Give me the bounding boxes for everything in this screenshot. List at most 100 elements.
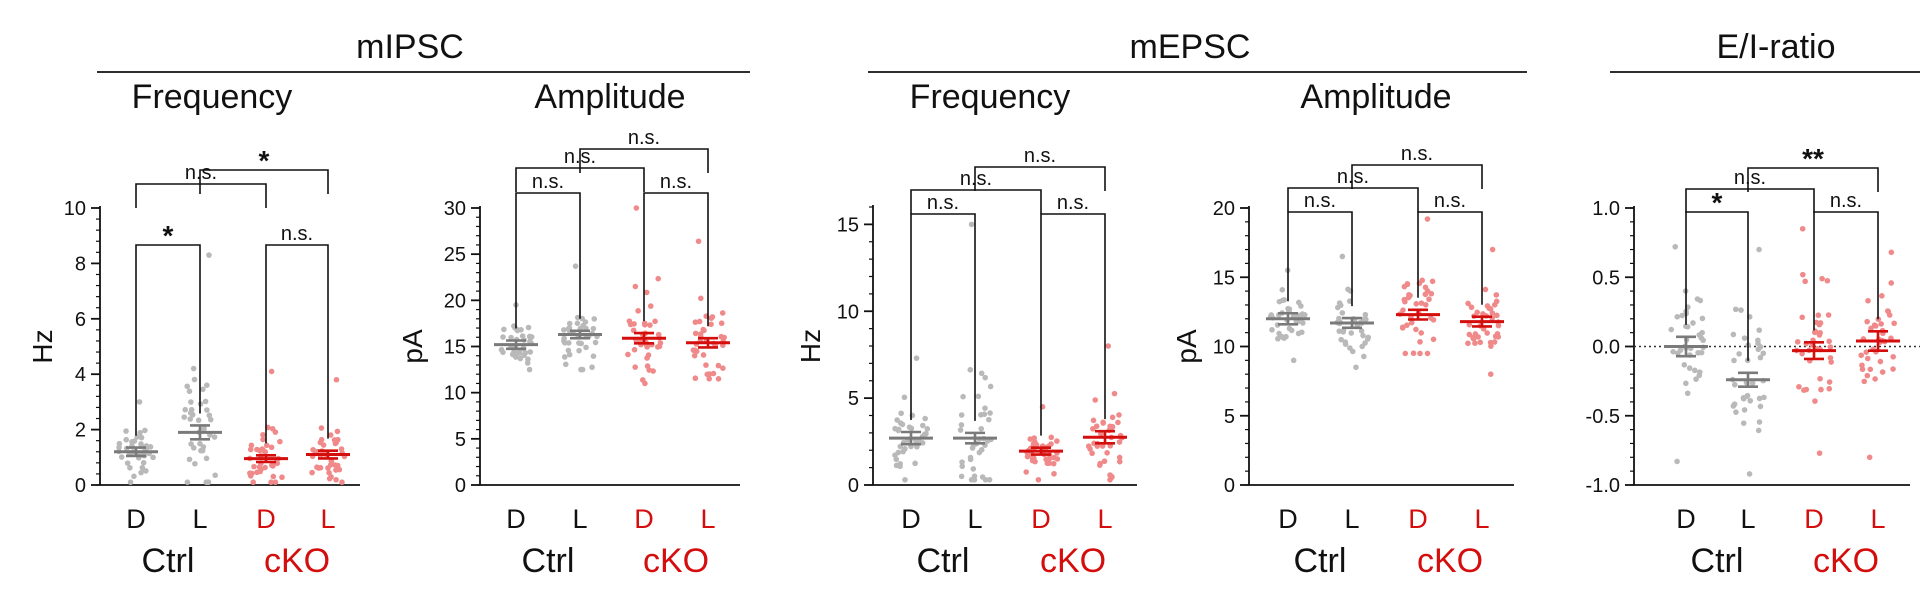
data-point	[1741, 407, 1748, 413]
data-point	[1684, 323, 1691, 330]
data-point	[250, 479, 256, 486]
data-point	[897, 420, 904, 426]
significance-label: n.s.	[281, 223, 313, 245]
data-point	[1803, 386, 1810, 393]
data-point	[1101, 458, 1108, 465]
group-label-ctrl: Ctrl	[142, 542, 195, 580]
panel-title: Frequency	[132, 78, 293, 116]
data-point	[691, 352, 698, 359]
data-point	[1400, 307, 1406, 313]
data-point	[1115, 419, 1121, 426]
data-point	[333, 376, 340, 383]
data-point	[657, 340, 664, 346]
data-point	[139, 464, 146, 471]
data-point	[708, 315, 715, 321]
x-category-label: D	[126, 504, 146, 534]
data-point	[1697, 297, 1704, 304]
data-point	[1756, 246, 1762, 253]
data-point	[205, 479, 212, 486]
data-point	[317, 439, 324, 446]
data-point	[1429, 278, 1436, 285]
data-point	[986, 416, 992, 423]
data-point	[698, 295, 704, 302]
data-point	[565, 347, 572, 354]
data-point	[566, 320, 573, 327]
data-point	[1696, 372, 1703, 379]
data-point	[201, 425, 207, 432]
data-point	[1827, 344, 1834, 350]
data-point	[632, 364, 639, 370]
data-point	[1408, 319, 1415, 326]
data-point	[1489, 310, 1496, 316]
data-point	[987, 410, 993, 416]
group-label-cko: cKO	[1417, 542, 1483, 580]
data-point	[248, 442, 255, 449]
data-point	[922, 431, 928, 438]
data-point	[1799, 225, 1806, 232]
panel-title: Amplitude	[534, 78, 685, 116]
data-point	[525, 324, 532, 331]
data-point	[1466, 321, 1473, 328]
data-point	[1799, 350, 1805, 357]
data-point	[978, 425, 985, 432]
data-point	[625, 351, 631, 358]
data-point	[1683, 380, 1689, 387]
data-point	[332, 462, 338, 468]
data-point	[1890, 366, 1896, 372]
data-point	[526, 366, 533, 373]
panel-title: Frequency	[910, 78, 1071, 116]
data-point	[959, 459, 965, 465]
data-point	[703, 362, 709, 368]
data-point	[692, 375, 699, 382]
data-point	[517, 355, 524, 362]
data-point	[1290, 357, 1297, 364]
data-point	[893, 462, 900, 469]
data-point	[1342, 341, 1349, 347]
data-point	[268, 368, 275, 375]
data-point	[1424, 216, 1431, 222]
data-point	[189, 411, 196, 418]
data-point	[1085, 443, 1092, 450]
data-point	[922, 415, 928, 422]
significance-label: n.s.	[1401, 143, 1433, 165]
significance-label: *	[163, 220, 174, 251]
data-point	[181, 414, 187, 420]
data-point	[1819, 275, 1825, 282]
data-point	[1362, 311, 1369, 318]
data-point	[1472, 340, 1478, 346]
x-category-label: D	[1804, 504, 1824, 534]
data-point	[197, 440, 203, 447]
data-point	[325, 465, 331, 471]
significance-bracket	[1813, 211, 1879, 331]
y-tick-label: 10	[444, 383, 466, 405]
data-point	[309, 469, 315, 476]
x-category-label: D	[634, 504, 654, 534]
data-point	[1402, 350, 1409, 357]
data-point	[1092, 397, 1098, 403]
data-point	[562, 340, 568, 346]
data-point	[1419, 277, 1426, 284]
data-point	[1334, 304, 1341, 311]
data-point	[123, 428, 129, 434]
data-point	[202, 398, 209, 405]
data-point	[1858, 352, 1865, 359]
data-point	[1756, 419, 1763, 425]
data-point	[338, 446, 345, 452]
data-point	[967, 454, 974, 461]
data-point	[561, 327, 567, 333]
significance-bracket	[579, 148, 709, 173]
data-point	[1044, 460, 1051, 467]
data-point	[1864, 372, 1871, 379]
significance-bracket	[135, 244, 201, 436]
data-point	[1891, 320, 1897, 327]
data-point	[1867, 366, 1874, 373]
data-point	[270, 473, 277, 480]
data-point	[1426, 296, 1432, 303]
data-point	[1051, 454, 1057, 461]
data-point	[1868, 325, 1874, 332]
data-point	[258, 466, 265, 472]
y-tick-label: 10	[1213, 337, 1235, 359]
data-point	[1879, 293, 1885, 299]
y-tick-label: 20	[444, 290, 466, 312]
